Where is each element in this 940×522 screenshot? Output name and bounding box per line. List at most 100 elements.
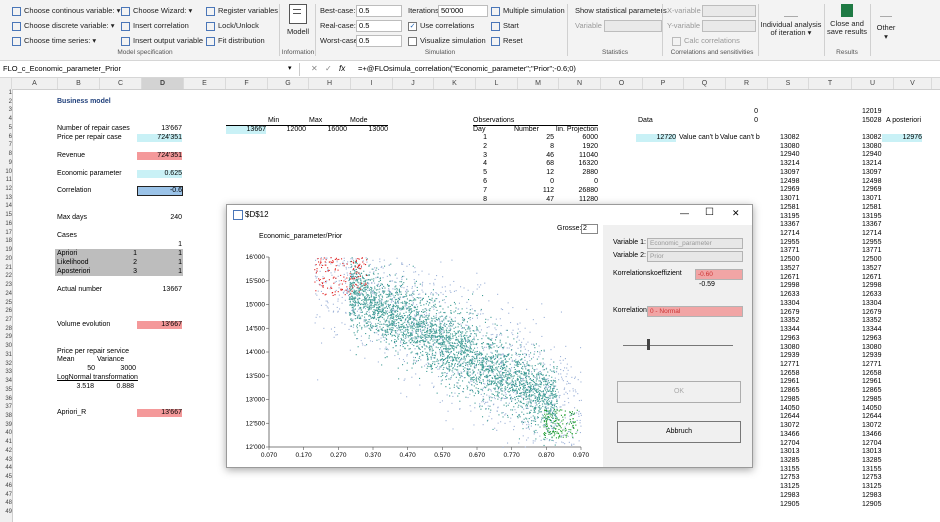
column-header[interactable]: H xyxy=(309,78,351,89)
u-cell[interactable]: 12633 xyxy=(862,291,882,299)
s-cell[interactable]: 12865 xyxy=(780,387,800,395)
row-header[interactable]: 35 xyxy=(5,386,12,393)
u-cell[interactable]: 12644 xyxy=(862,413,882,421)
s-cell[interactable]: 13082 xyxy=(780,134,800,141)
iterations-input[interactable]: 50'000 xyxy=(438,5,488,17)
economic-parameter-value[interactable]: 0.625 xyxy=(137,170,182,178)
column-header[interactable]: T xyxy=(809,78,852,89)
u-cell[interactable]: 12963 xyxy=(862,334,882,342)
visualize-simulation-checkbox[interactable]: Visualize simulation xyxy=(408,36,486,46)
u-cell[interactable]: 12671 xyxy=(862,273,882,281)
max-days-value[interactable]: 240 xyxy=(170,214,182,221)
observation-cell[interactable]: 2880 xyxy=(582,169,598,177)
multiple-simulation-button[interactable]: Multiple simulation xyxy=(491,6,565,16)
correlation-selected-cell[interactable]: -0.6 xyxy=(137,186,183,196)
u-cell[interactable]: 13195 xyxy=(862,212,882,220)
start-button[interactable]: Start xyxy=(491,21,519,31)
apriori-c[interactable]: 1 xyxy=(133,250,137,257)
minimize-icon[interactable]: — xyxy=(680,208,689,218)
u-cell[interactable]: 13344 xyxy=(862,326,882,334)
u-cell[interactable]: 12500 xyxy=(862,256,882,264)
u-cell[interactable]: 12581 xyxy=(862,203,882,211)
observation-cell[interactable]: 16320 xyxy=(578,160,598,168)
s-cell[interactable]: 13214 xyxy=(780,160,800,168)
row-header[interactable]: 13 xyxy=(5,194,12,201)
s-cell[interactable]: 12961 xyxy=(780,378,800,386)
mean-value[interactable]: 50 xyxy=(87,365,95,372)
cancel-icon[interactable]: ✕ xyxy=(311,64,318,73)
row-header[interactable]: 45 xyxy=(5,474,12,481)
s-cell[interactable]: 13771 xyxy=(780,247,800,255)
row-header[interactable]: 2 xyxy=(8,98,12,105)
u-cell[interactable]: 13080 xyxy=(862,142,882,150)
row-header[interactable]: 36 xyxy=(5,395,12,402)
column-header[interactable]: M xyxy=(518,78,559,89)
s-cell[interactable]: 12581 xyxy=(780,203,800,211)
row-header[interactable]: 44 xyxy=(5,465,12,472)
s-cell[interactable]: 12969 xyxy=(780,186,800,194)
row-header[interactable]: 29 xyxy=(5,334,12,341)
s-cell[interactable]: 13367 xyxy=(780,221,800,229)
modell-button[interactable]: Modell xyxy=(286,4,310,36)
row-header[interactable]: 41 xyxy=(5,439,12,446)
u-cell[interactable]: 12939 xyxy=(862,352,882,360)
u-cell[interactable]: 12983 xyxy=(862,491,882,499)
s-cell[interactable]: 13071 xyxy=(780,195,800,203)
u-cell[interactable]: 12714 xyxy=(862,230,882,238)
s-cell[interactable]: 12714 xyxy=(780,230,800,238)
s-cell[interactable]: 13304 xyxy=(780,299,800,307)
s-cell[interactable]: 14050 xyxy=(780,404,800,412)
u-cell[interactable]: 13155 xyxy=(862,465,882,473)
column-header[interactable]: D xyxy=(142,78,184,89)
s-cell[interactable]: 12955 xyxy=(780,238,800,246)
column-header[interactable]: G xyxy=(268,78,309,89)
observation-cell[interactable]: 8 xyxy=(483,195,487,203)
u-cell[interactable]: 13097 xyxy=(862,168,882,176)
row-header[interactable]: 28 xyxy=(5,325,12,332)
u-cell[interactable]: 13466 xyxy=(862,430,882,438)
s-cell[interactable]: 13013 xyxy=(780,448,800,456)
u-cell[interactable]: 12998 xyxy=(862,282,882,290)
enter-icon[interactable]: ✓ xyxy=(325,64,332,73)
best-case-input[interactable]: 0.5 xyxy=(356,5,402,17)
row-header[interactable]: 38 xyxy=(5,413,12,419)
row-header[interactable]: 24 xyxy=(5,290,12,297)
u-cell[interactable]: 13527 xyxy=(862,264,882,272)
observation-cell[interactable]: 112 xyxy=(542,186,554,194)
v6-value[interactable]: 12976 xyxy=(882,134,922,142)
column-header[interactable]: P xyxy=(643,78,684,89)
row-header[interactable]: 34 xyxy=(5,378,12,385)
row-header[interactable]: 48 xyxy=(5,500,12,507)
volume-evolution-value[interactable]: 13'667 xyxy=(137,321,182,329)
choose-timeseries-button[interactable]: Choose time series: ▾ xyxy=(12,36,96,46)
row-header[interactable]: 32 xyxy=(5,360,12,367)
u-cell[interactable]: 13080 xyxy=(862,343,882,351)
row-header[interactable]: 30 xyxy=(5,343,12,350)
u-cell[interactable]: 12679 xyxy=(862,308,882,316)
observation-cell[interactable]: 11280 xyxy=(579,195,598,203)
variance-value[interactable]: 3000 xyxy=(120,365,136,372)
column-header[interactable]: O xyxy=(601,78,643,89)
s-cell[interactable]: 13527 xyxy=(780,264,800,272)
s-cell[interactable]: 12985 xyxy=(780,395,800,403)
row-header[interactable]: 7 xyxy=(8,142,12,149)
observation-cell[interactable]: 25 xyxy=(546,134,554,141)
aposteriori-c[interactable]: 3 xyxy=(133,268,137,275)
s-cell[interactable]: 12658 xyxy=(780,369,800,377)
u-cell[interactable]: 13072 xyxy=(862,422,882,430)
s-cell[interactable]: 13125 xyxy=(780,483,800,491)
lognormal-2[interactable]: 0.888 xyxy=(116,383,134,390)
row-header[interactable]: 14 xyxy=(5,203,12,210)
row-header[interactable]: 25 xyxy=(5,299,12,306)
variable-select[interactable] xyxy=(604,20,662,32)
s-cell[interactable]: 12983 xyxy=(780,491,800,499)
s-cell[interactable]: 12644 xyxy=(780,413,800,421)
u-cell[interactable]: 12753 xyxy=(862,474,882,482)
apriori-d[interactable]: 1 xyxy=(178,250,182,257)
u-cell[interactable]: 12940 xyxy=(862,151,882,159)
column-header[interactable]: S xyxy=(768,78,809,89)
observation-cell[interactable]: 6000 xyxy=(582,134,598,141)
s-cell[interactable]: 13155 xyxy=(780,465,800,473)
u-cell[interactable]: 13285 xyxy=(862,457,882,464)
s-cell[interactable]: 13344 xyxy=(780,326,800,334)
